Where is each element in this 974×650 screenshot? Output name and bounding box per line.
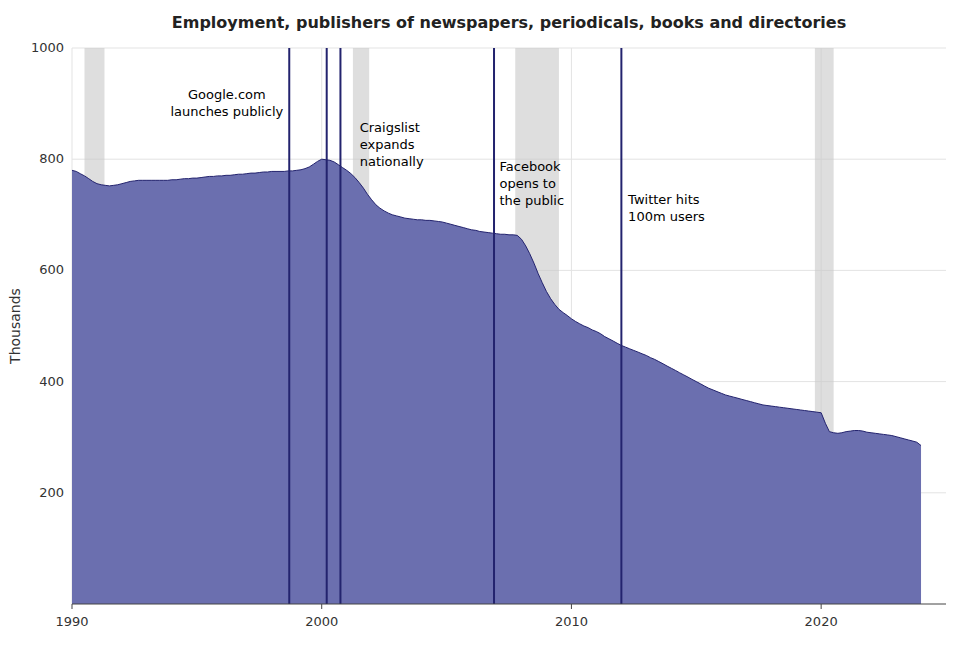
annotation-line: the public bbox=[500, 193, 565, 208]
y-tick-label: 600 bbox=[39, 262, 64, 277]
annotation: Craigslist expands nationally bbox=[360, 120, 424, 169]
annotation-line: Twitter hits bbox=[627, 192, 700, 207]
annotation: Google.com launches publicly bbox=[170, 87, 283, 119]
event-line bbox=[493, 48, 495, 604]
annotation-line: nationally bbox=[360, 154, 424, 169]
y-tick-label: 800 bbox=[39, 151, 64, 166]
area-outline bbox=[72, 159, 921, 445]
x-tick bbox=[72, 604, 73, 609]
x-tick bbox=[571, 604, 572, 609]
event-line bbox=[326, 48, 328, 604]
x-axis-line bbox=[72, 604, 946, 605]
x-tick-label: 2020 bbox=[805, 614, 838, 629]
x-tick-label: 1990 bbox=[55, 614, 88, 629]
annotation-line: 100m users bbox=[628, 209, 705, 224]
annotation-line: Craigslist bbox=[360, 120, 420, 135]
annotation-line: Google.com bbox=[188, 87, 266, 102]
event-line bbox=[339, 48, 341, 604]
annotation-line: expands bbox=[360, 137, 415, 152]
x-tick bbox=[321, 604, 322, 609]
annotation-line: opens to bbox=[500, 176, 556, 191]
annotation-line: launches publicly bbox=[170, 104, 283, 119]
x-tick-label: 2000 bbox=[305, 614, 338, 629]
annotation-line: Facebook bbox=[500, 159, 562, 174]
event-line bbox=[620, 48, 622, 604]
title: Employment, publishers of newspapers, pe… bbox=[172, 13, 846, 32]
area bbox=[72, 159, 921, 604]
x-tick-label: 2010 bbox=[555, 614, 588, 629]
annotation: Facebook opens to the public bbox=[500, 159, 565, 208]
x-tick bbox=[821, 604, 822, 609]
grid bbox=[72, 48, 946, 604]
y-tick-label: 1000 bbox=[31, 40, 64, 55]
y-axis-label: Thousands bbox=[7, 288, 23, 365]
plot-area bbox=[72, 48, 921, 604]
y-tick-label: 200 bbox=[39, 485, 64, 500]
event-line bbox=[288, 48, 290, 604]
chart: Employment, publishers of newspapers, pe… bbox=[0, 0, 974, 650]
y-tick-label: 400 bbox=[39, 374, 64, 389]
annotation: Twitter hits 100m users bbox=[627, 192, 705, 224]
